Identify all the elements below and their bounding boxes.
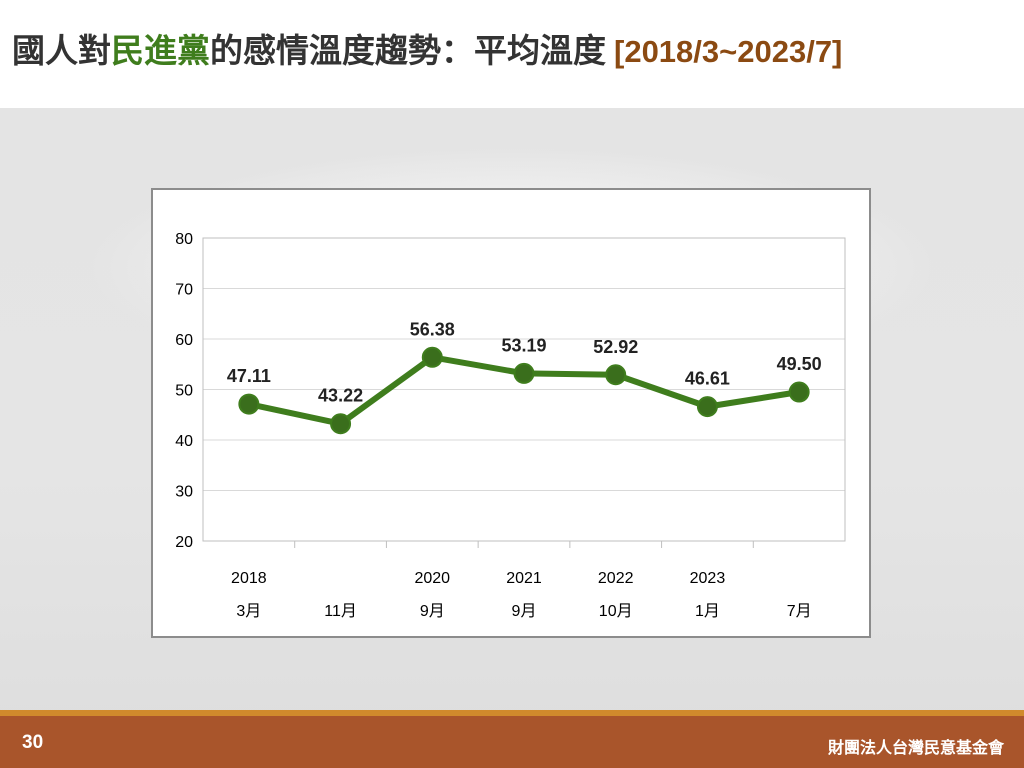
x-tick-label-month: 9月 xyxy=(512,603,537,620)
slide-title: 國人對民進黨的感情溫度趨勢：平均溫度 [2018/3~2023/7] xyxy=(12,34,842,67)
chart-frame: 20 30 40 50 60 70 80 2018 3月 11月 2020 9月 2021 9月 2022 1… xyxy=(151,188,871,638)
data-point xyxy=(513,362,535,384)
title-part2: 的感情溫度趨勢：平均溫度 xyxy=(210,31,606,70)
data-label: 49.50 xyxy=(777,354,822,374)
x-tick-label-year: 2023 xyxy=(690,570,726,587)
x-tick-label-month: 9月 xyxy=(420,603,445,620)
title-bar: 國人對民進黨的感情溫度趨勢：平均溫度 [2018/3~2023/7] xyxy=(0,0,1024,108)
data-label: 52.92 xyxy=(593,337,638,357)
line-chart: 20 30 40 50 60 70 80 2018 3月 11月 2020 9月 2021 9月 2022 1… xyxy=(175,231,846,620)
data-label: 56.38 xyxy=(410,319,455,339)
x-tick-label-month: 3月 xyxy=(236,603,261,620)
title-part1: 國人對 xyxy=(12,31,111,70)
x-tick-label-month: 10月 xyxy=(599,603,633,620)
x-tick-label-month: 7月 xyxy=(787,603,812,620)
data-point xyxy=(330,413,352,435)
x-tick-label-month: 11月 xyxy=(324,603,357,620)
y-tick-label: 80 xyxy=(175,231,193,248)
organization-name: 財團法人台灣民意基金會 xyxy=(827,738,1004,757)
data-point xyxy=(605,364,627,386)
y-tick-label: 30 xyxy=(175,484,193,501)
x-tick-label-year: 2021 xyxy=(506,570,542,587)
plot-area-border xyxy=(202,237,846,542)
data-label: 46.61 xyxy=(685,369,730,389)
x-tick-label-year: 2022 xyxy=(598,570,634,587)
data-point xyxy=(788,381,810,403)
page-number: 30 xyxy=(22,732,44,753)
data-label: 43.22 xyxy=(318,386,363,406)
y-tick-label: 60 xyxy=(175,332,193,349)
y-tick-label: 70 xyxy=(175,282,193,299)
data-point xyxy=(421,346,443,368)
y-tick-label: 20 xyxy=(175,534,193,551)
y-tick-label: 40 xyxy=(175,433,193,450)
data-label: 47.11 xyxy=(227,366,271,386)
y-tick-label: 50 xyxy=(175,383,193,400)
data-point xyxy=(238,393,260,415)
footer-bar: 30 財團法人台灣民意基金會 xyxy=(0,716,1024,768)
data-point xyxy=(696,396,718,418)
x-tick-label-year: 2020 xyxy=(414,570,450,587)
x-tick-label-month: 1月 xyxy=(695,603,720,620)
data-label: 53.19 xyxy=(501,335,546,355)
title-highlight: 民進黨 xyxy=(111,31,210,70)
title-date-range: [2018/3~2023/7] xyxy=(614,34,843,69)
x-tick-label-year: 2018 xyxy=(231,570,267,587)
footer-accent-line xyxy=(0,710,1024,716)
